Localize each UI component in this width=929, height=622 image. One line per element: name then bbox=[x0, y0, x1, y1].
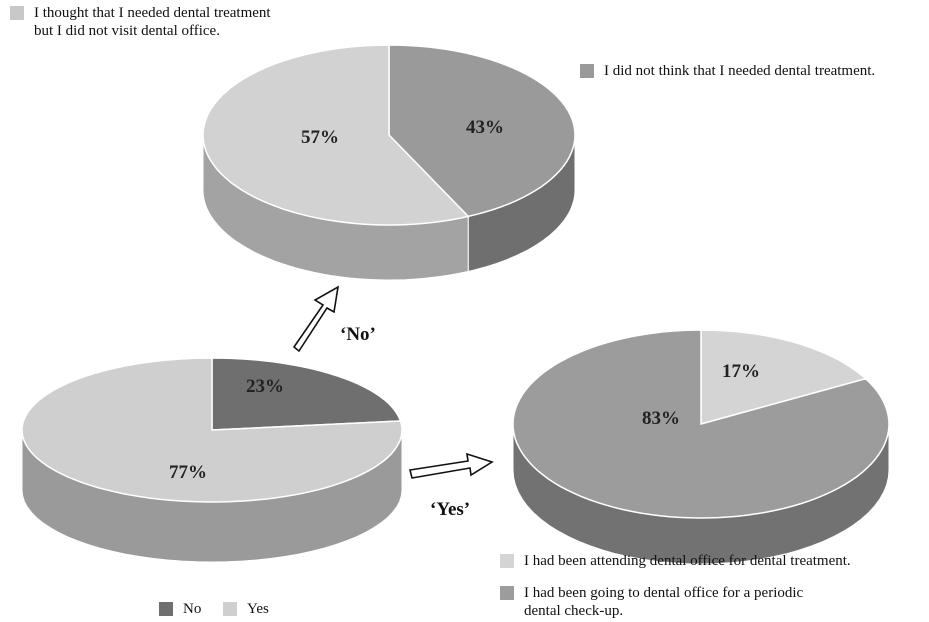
legend-bottom-right-1: I had been attending dental office for d… bbox=[500, 552, 920, 572]
legend-top-right-label: I did not think that I needed dental tre… bbox=[604, 63, 876, 79]
pie-slice-no_branch-1 bbox=[202, 44, 470, 226]
pie-label-yes_branch-1: 83% bbox=[642, 408, 680, 429]
legend-bottom-right-2: I had been going to dental office for a … bbox=[500, 584, 920, 622]
legend-bottom-right-1-label: I had been attending dental office for d… bbox=[524, 553, 851, 569]
legend-main-no: No bbox=[159, 600, 229, 620]
legend-top-left-line2: but I did not visit dental office. bbox=[34, 23, 220, 39]
legend-swatch bbox=[223, 602, 237, 616]
legend-top-right: I did not think that I needed dental tre… bbox=[580, 62, 920, 82]
no-arrow-shape bbox=[292, 285, 340, 353]
pie-yes-branch: 17% 83% bbox=[512, 329, 890, 565]
yes-flow-label: ‘Yes’ bbox=[430, 499, 470, 520]
yes-arrow-shape bbox=[409, 452, 494, 479]
pie-slice-yes_branch-0 bbox=[700, 329, 868, 425]
legend-main-no-label: No bbox=[183, 601, 202, 617]
pie-label-no_branch-1: 57% bbox=[301, 127, 339, 148]
pie-label-main-0: 23% bbox=[246, 376, 284, 397]
yes-arrow: ‘Yes’ bbox=[409, 452, 494, 520]
legend-bottom-right-2-line1: I had been going to dental office for a … bbox=[524, 585, 804, 601]
no-flow-label: ‘No’ bbox=[340, 324, 376, 345]
legend-top-left-line1: I thought that I needed dental treatment bbox=[34, 5, 271, 21]
legend-swatch bbox=[580, 64, 594, 78]
no-arrow: ‘No’ bbox=[292, 285, 376, 353]
legend-swatch bbox=[159, 602, 173, 616]
pie-label-yes_branch-0: 17% bbox=[722, 361, 760, 382]
pie-label-no_branch-0: 43% bbox=[466, 117, 504, 138]
pie-label-main-1: 77% bbox=[169, 462, 207, 483]
legend-swatch bbox=[500, 554, 514, 568]
pie-slice-yes_branch-1 bbox=[512, 329, 890, 519]
pie-no-branch: 43% 57% bbox=[202, 44, 576, 281]
pie-slice-no_branch-0 bbox=[388, 44, 576, 218]
legend-swatch bbox=[10, 6, 24, 20]
legend-swatch bbox=[500, 586, 514, 600]
legend-main-yes-label: Yes bbox=[247, 601, 269, 617]
pie-main: 23% 77% bbox=[21, 357, 403, 563]
legend-bottom-right-2-line2: dental check-up. bbox=[524, 603, 624, 619]
legend-top-left: I thought that I needed dental treatment… bbox=[10, 4, 350, 44]
pie-slice-main-0 bbox=[211, 357, 402, 431]
legend-main-yes: Yes bbox=[223, 600, 293, 620]
pie-slice-main-1 bbox=[21, 357, 403, 503]
